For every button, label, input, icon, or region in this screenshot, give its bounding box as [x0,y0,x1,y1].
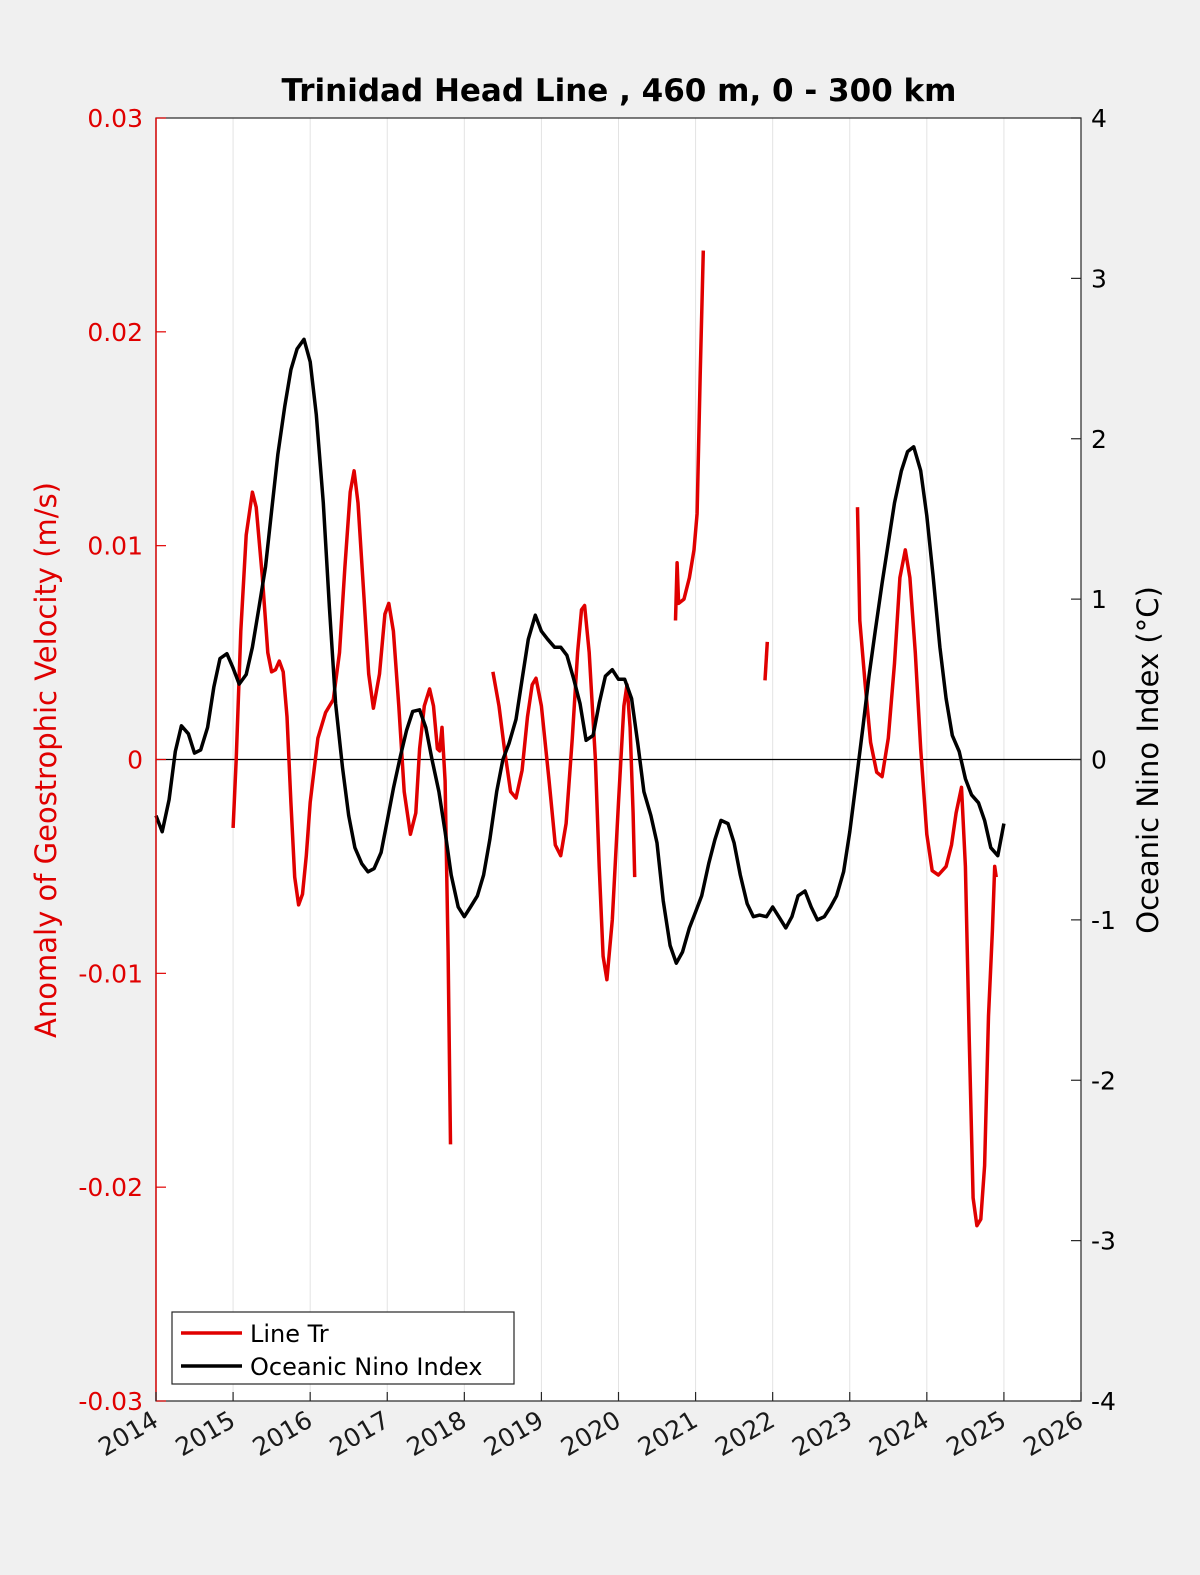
y-right-tick-label: 3 [1091,264,1107,293]
y-axis-label-left: Anomaly of Geostrophic Velocity (m/s) [29,482,63,1038]
right-axis: -4 -3 -2 -1 0 1 2 3 4 [1071,104,1116,1416]
oni-series-segment-0 [154,337,1006,965]
y-left-tick-label: -0.03 [78,1387,143,1416]
x-tick-label: 2021 [633,1405,703,1462]
x-axis: 2014 2015 2016 2017 2018 2019 2020 2021 2022 2023… [93,1392,1088,1462]
line-tr-series-segment-4 [855,507,998,1228]
x-tick-label: 2015 [170,1405,240,1462]
x-tick-label: 2016 [248,1405,318,1462]
y-axis-label-right: Oceanic Nino Index (°C) [1131,586,1165,934]
y-right-tick-label: 4 [1091,104,1107,133]
series-layer [154,250,1006,1228]
y-right-tick-label: 1 [1091,585,1107,614]
line-tr-series-segment-1 [491,603,637,982]
x-tick-label: 2019 [479,1405,549,1462]
line-tr-series-segment-0 [231,469,453,1145]
x-tick-label: 2023 [787,1405,857,1462]
y-left-tick-label: 0 [127,746,143,775]
y-right-tick-label: 0 [1091,746,1107,775]
legend-label-line-tr: Line Tr [250,1320,329,1348]
y-right-tick-label: -4 [1091,1387,1116,1416]
y-right-tick-label: -1 [1091,906,1116,935]
y-left-tick-label: -0.02 [78,1173,143,1202]
x-tick-label: 2022 [710,1405,780,1462]
left-axis: -0.03 -0.02 -0.01 0 0.01 0.02 0.03 [78,104,166,1416]
y-left-tick-label: 0.01 [87,532,143,561]
x-tick-label: 2025 [941,1405,1011,1462]
legend: Line Tr Oceanic Nino Index [171,1311,515,1385]
x-tick-label: 2024 [864,1405,934,1462]
y-left-tick-label: 0.02 [87,318,143,347]
y-left-tick-label: -0.01 [78,959,143,988]
y-right-tick-label: -2 [1091,1066,1116,1095]
chart-title: Trinidad Head Line , 460 m, 0 - 300 km [282,73,957,109]
y-right-tick-label: 2 [1091,425,1107,454]
x-tick-label: 2018 [402,1405,472,1462]
x-tick-label: 2020 [556,1405,626,1462]
legend-label-oni: Oceanic Nino Index [250,1353,482,1381]
y-right-tick-label: -3 [1091,1227,1116,1256]
line-tr-series-segment-3 [763,641,770,681]
x-tick-label: 2017 [325,1405,395,1462]
y-left-tick-label: 0.03 [87,104,143,133]
x-tick-label: 2026 [1018,1405,1088,1462]
legend-box [171,1311,515,1385]
line-tr-series-segment-2 [673,250,706,621]
